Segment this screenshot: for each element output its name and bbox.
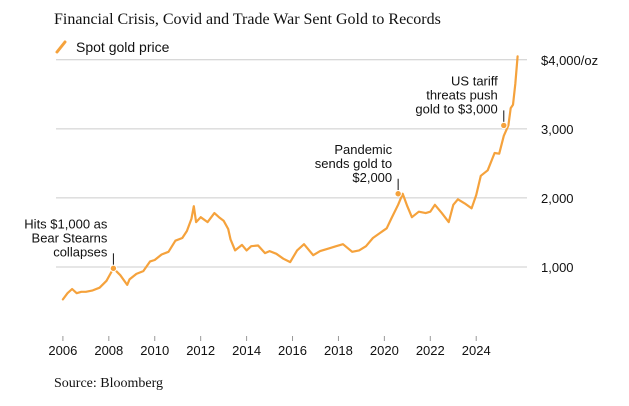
annotation-3-line-3: gold to $3,000 bbox=[415, 101, 497, 116]
x-tick-label-2006: 2006 bbox=[48, 343, 77, 358]
x-tick-label-2010: 2010 bbox=[140, 343, 169, 358]
legend-label-spot-gold: Spot gold price bbox=[76, 39, 170, 55]
annotation-2-line-2: sends gold to bbox=[315, 156, 392, 171]
annotation-2-line-3: $2,000 bbox=[352, 170, 392, 185]
annotation-2-line-1: Pandemic bbox=[334, 142, 392, 157]
x-tick-label-2008: 2008 bbox=[94, 343, 123, 358]
annotation-3-line-1: US tariff bbox=[451, 73, 498, 88]
source-note: Source: Bloomberg bbox=[54, 376, 164, 391]
y-tick-label-2000: 2,000 bbox=[541, 191, 574, 206]
annotation-3-line-2: threats push bbox=[426, 87, 498, 102]
x-tick-label-2018: 2018 bbox=[324, 343, 353, 358]
chart-title: Financial Crisis, Covid and Trade War Se… bbox=[54, 11, 441, 28]
annotation-1-line-1: Hits $1,000 as bbox=[24, 216, 108, 231]
annotation-1-line-2: Bear Stearns bbox=[32, 230, 108, 245]
annotation-2-marker bbox=[394, 190, 402, 198]
x-tick-label-2020: 2020 bbox=[370, 343, 399, 358]
legend-swatch-spot-gold bbox=[55, 40, 67, 54]
y-tick-label-3000: 3,000 bbox=[541, 122, 574, 137]
x-tick-label-2014: 2014 bbox=[232, 343, 261, 358]
x-tick-label-2024: 2024 bbox=[462, 343, 491, 358]
y-tick-label-4000: $4,000/oz bbox=[541, 53, 598, 68]
annotation-1-line-3: collapses bbox=[53, 244, 108, 259]
series-line-spot-gold bbox=[61, 55, 519, 301]
annotation-1-marker bbox=[109, 264, 118, 273]
y-tick-label-1000: 1,000 bbox=[541, 260, 574, 275]
x-tick-label-2016: 2016 bbox=[278, 343, 307, 358]
legend: Spot gold price bbox=[54, 39, 169, 55]
annotation-3-marker bbox=[500, 121, 508, 130]
x-tick-label-2012: 2012 bbox=[186, 343, 215, 358]
x-tick-label-2022: 2022 bbox=[416, 343, 445, 358]
